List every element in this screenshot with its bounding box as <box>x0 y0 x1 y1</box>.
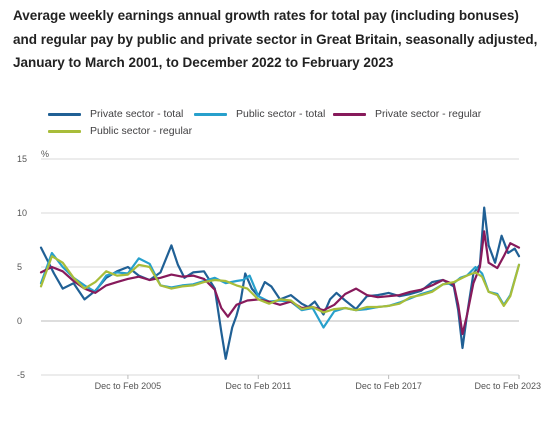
y-tick-label: -5 <box>17 370 25 380</box>
series-lines <box>39 206 521 360</box>
axis-labels: 15 10 5 0 -5% Dec to Feb 2005 Dec to Feb 2011 D… <box>17 149 541 391</box>
y-tick-label: 5 <box>17 262 22 272</box>
legend-label: Public sector - total <box>236 108 326 120</box>
legend-swatch <box>48 129 81 133</box>
legend-item-public-sector-total[interactable]: Public sector - total <box>194 108 325 120</box>
x-tick-label: Dec to Feb 2017 <box>355 381 422 391</box>
legend-item-private-sector-total[interactable]: Private sector - total <box>48 108 183 120</box>
series-line-public-sector-total <box>39 251 521 329</box>
x-tick-label: Dec to Feb 2023 <box>474 381 541 391</box>
x-tick-label: Dec to Feb 2005 <box>95 381 162 391</box>
x-tick-label: Dec to Feb 2011 <box>225 381 291 391</box>
legend-item-public-sector-regular[interactable]: Public sector - regular <box>48 125 192 137</box>
gridlines <box>41 158 519 376</box>
legend-item-private-sector-regular[interactable]: Private sector - regular <box>333 108 481 120</box>
y-tick-label: 10 <box>17 208 27 218</box>
legend-swatch <box>194 112 227 116</box>
legend-label: Public sector - regular <box>90 125 193 137</box>
series-line-private-sector-total <box>39 206 521 360</box>
legend-swatch <box>48 112 81 116</box>
y-tick-label: 15 <box>17 154 27 164</box>
chart-title: Average weekly earnings annual growth ra… <box>13 8 538 70</box>
legend-label: Private sector - total <box>90 108 184 120</box>
legend-swatch <box>333 112 366 116</box>
y-tick-label: 0 <box>17 316 22 326</box>
y-axis-unit-label: % <box>41 149 49 159</box>
legend-label: Private sector - regular <box>375 108 482 120</box>
series-line-public-sector-regular <box>39 255 521 314</box>
